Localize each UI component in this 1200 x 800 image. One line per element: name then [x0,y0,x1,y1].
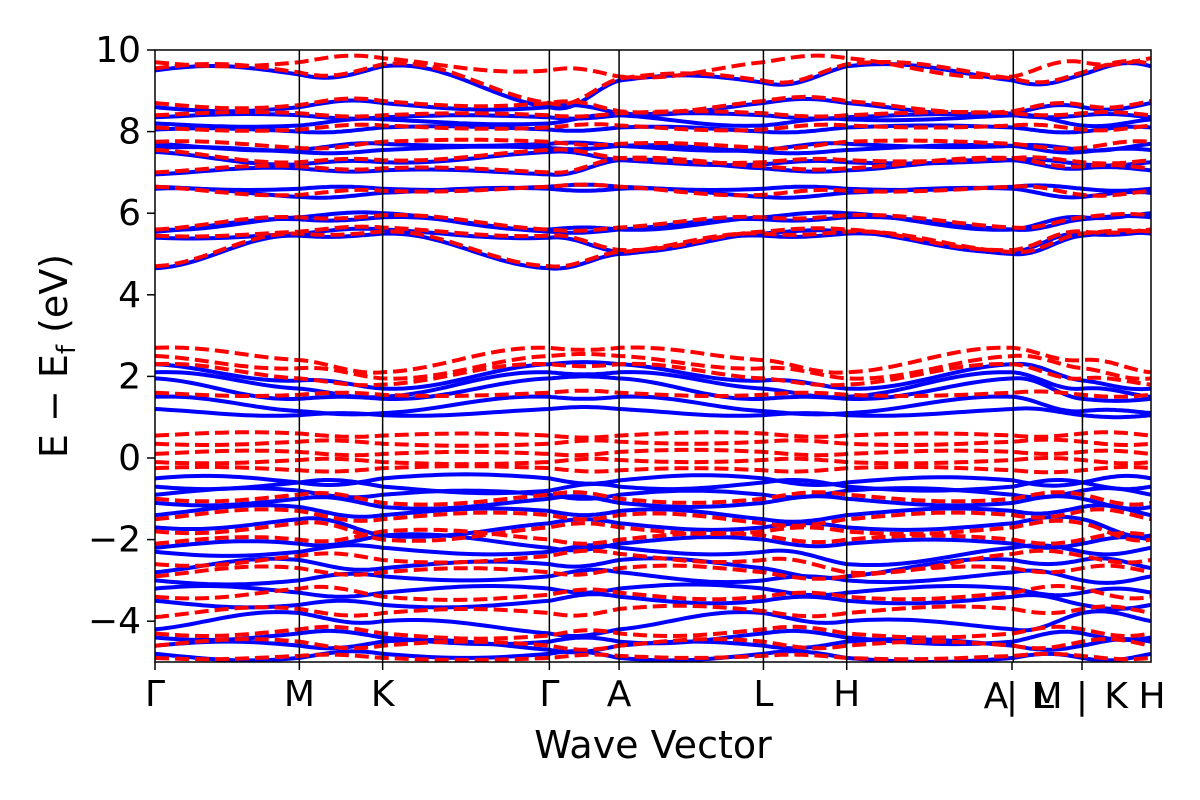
y-tick-label: 0 [118,438,141,479]
solid-band-line [155,210,1151,232]
x-tick-label: M [1031,676,1062,717]
solid-band-line [155,609,1151,638]
dashed-band-line [155,388,1151,399]
x-tick-label: L [753,674,773,715]
solid-band-line [155,182,1151,193]
dashed-band-line [155,584,1151,602]
dashed-band-line [155,507,1151,528]
dashed-band-line [155,224,1151,253]
y-tick-label: 10 [95,30,141,71]
x-tick-label: A [607,674,632,715]
dashed-band-line [155,147,1151,166]
svg-text:E − Ef (eV): E − Ef (eV) [32,254,82,458]
bands-layer [155,53,1151,662]
dashed-band-line [155,53,1151,80]
dashed-band-line [155,548,1151,576]
dashed-band-line [155,464,1151,475]
y-tick-label: 4 [118,275,141,316]
x-tick-label: L [1034,676,1054,717]
dashed-band-line [155,361,1151,388]
y-tick-label: −4 [88,601,141,642]
dashed-band-line [155,352,1151,381]
solid-band-line [155,405,1151,420]
y-tick-label: 8 [118,112,141,153]
dashed-band-line [155,109,1151,119]
solid-band-line [155,494,1151,511]
dashed-band-line [155,651,1151,662]
dashed-band-line [155,228,1151,269]
solid-band-line [155,514,1151,539]
dashed-band-line [155,94,1151,115]
dashed-band-line [155,518,1151,543]
solid-band-line [155,472,1151,488]
solid-band-line [155,503,1151,524]
dashed-band-line [155,122,1151,133]
solid-band-line [155,543,1151,567]
x-tick-label: H [833,674,860,715]
x-tick-label: H [1138,676,1165,717]
solid-band-line [155,123,1151,135]
dashed-band-line [155,182,1151,198]
y-tick-label: 2 [118,356,141,397]
solid-band-line [155,149,1151,168]
y-axis-label-tail: (eV) [32,254,76,345]
dashed-band-line [155,345,1151,375]
dashed-band-line [155,637,1151,652]
y-tick-label: 6 [118,193,141,234]
y-axis-label-main: E − E [32,354,76,458]
kpoint-separator-lines [298,50,1084,662]
dashed-band-line [155,563,1151,581]
dashed-band-line [155,430,1151,440]
solid-band-line [155,478,1151,496]
dashed-band-line [155,447,1151,458]
dashed-band-line [155,155,1151,175]
dashed-band-line [155,437,1151,448]
dashed-band-line [155,603,1151,620]
y-axis-label-subscript: f [52,344,82,354]
x-tick-label: | [1006,676,1018,717]
y-axis: −4 −2 0 2 4 6 8 10 [88,30,155,642]
x-tick-label: K [371,674,396,715]
x-tick-label: Γ [539,674,559,715]
dashed-band-line [155,527,1151,546]
plot-frame [154,49,1152,663]
solid-band-line [155,143,1151,156]
x-tick-label: M [284,674,315,715]
solid-band-line [155,374,1151,403]
y-tick-label: −2 [88,520,141,561]
dashed-band-line [155,624,1151,641]
x-tick-label: A [984,676,1009,717]
x-axis-label: Wave Vector [534,723,772,767]
solid-band-line [155,556,1151,580]
solid-band-line [155,592,1151,611]
x-tick-label: K [1104,676,1129,717]
dashed-band-line [155,490,1151,507]
x-tick-label: | [1076,676,1088,717]
dashed-band-line [155,137,1151,151]
dashed-band-line [155,59,1151,107]
y-axis-label: E − Ef (eV) [32,254,82,458]
x-tick-label: Γ [145,674,165,715]
dashed-band-line [155,212,1151,233]
x-axis: Γ M K Γ A L H A| LM | K H [145,662,1166,717]
dashed-band-line [155,456,1151,467]
